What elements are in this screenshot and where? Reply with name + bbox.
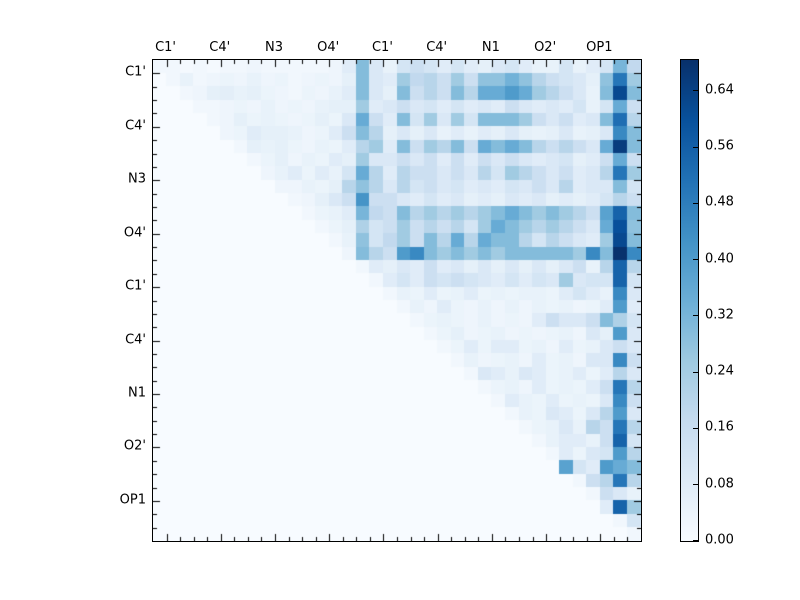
colorbar-tick	[693, 259, 698, 261]
colorbar-tick-label: 0.08	[705, 476, 734, 492]
x-axis-label: C4'	[426, 40, 448, 55]
heatmap-plot-area	[152, 59, 642, 542]
y-axis-label: C1'	[125, 64, 146, 80]
y-axis-label: C4'	[125, 332, 146, 348]
y-axis-label: N1	[128, 385, 146, 401]
colorbar-tick-label: 0.00	[705, 532, 734, 548]
colorbar-tick	[693, 484, 698, 486]
y-axis-label: C4'	[125, 118, 146, 134]
x-axis-label: OP1	[586, 40, 613, 55]
colorbar-tick-label: 0.24	[705, 363, 734, 379]
colorbar-tick	[693, 371, 698, 373]
y-axis-label: N3	[128, 171, 146, 187]
colorbar-tick	[693, 90, 698, 92]
colorbar-tick	[693, 146, 698, 148]
x-axis-label: C4'	[209, 40, 231, 55]
y-axis-label: OP1	[119, 492, 146, 508]
colorbar-tick	[693, 427, 698, 429]
colorbar-tick-label: 0.64	[705, 82, 734, 98]
y-axis-label: O4'	[123, 225, 146, 241]
x-axis-label: O4'	[317, 40, 340, 55]
colorbar-tick-label: 0.48	[705, 194, 734, 210]
x-axis-label: O2'	[534, 40, 557, 55]
colorbar-tick-label: 0.40	[705, 251, 734, 267]
colorbar-tick	[693, 315, 698, 317]
colorbar-tick	[693, 540, 698, 541]
colorbar-tick	[693, 202, 698, 204]
colorbar-tick-label: 0.16	[705, 419, 734, 435]
y-axis-label: C1'	[125, 278, 146, 294]
y-axis-label: O2'	[123, 438, 146, 454]
x-axis-label: N1	[481, 40, 500, 55]
colorbar-tick-label: 0.56	[705, 138, 734, 154]
x-axis-label: N3	[265, 40, 283, 55]
colorbar	[680, 59, 699, 542]
colorbar-tick-label: 0.32	[705, 307, 734, 323]
x-axis-label: C1'	[371, 40, 393, 55]
heatmap-canvas	[153, 60, 641, 541]
x-axis-label: C1'	[155, 40, 177, 55]
